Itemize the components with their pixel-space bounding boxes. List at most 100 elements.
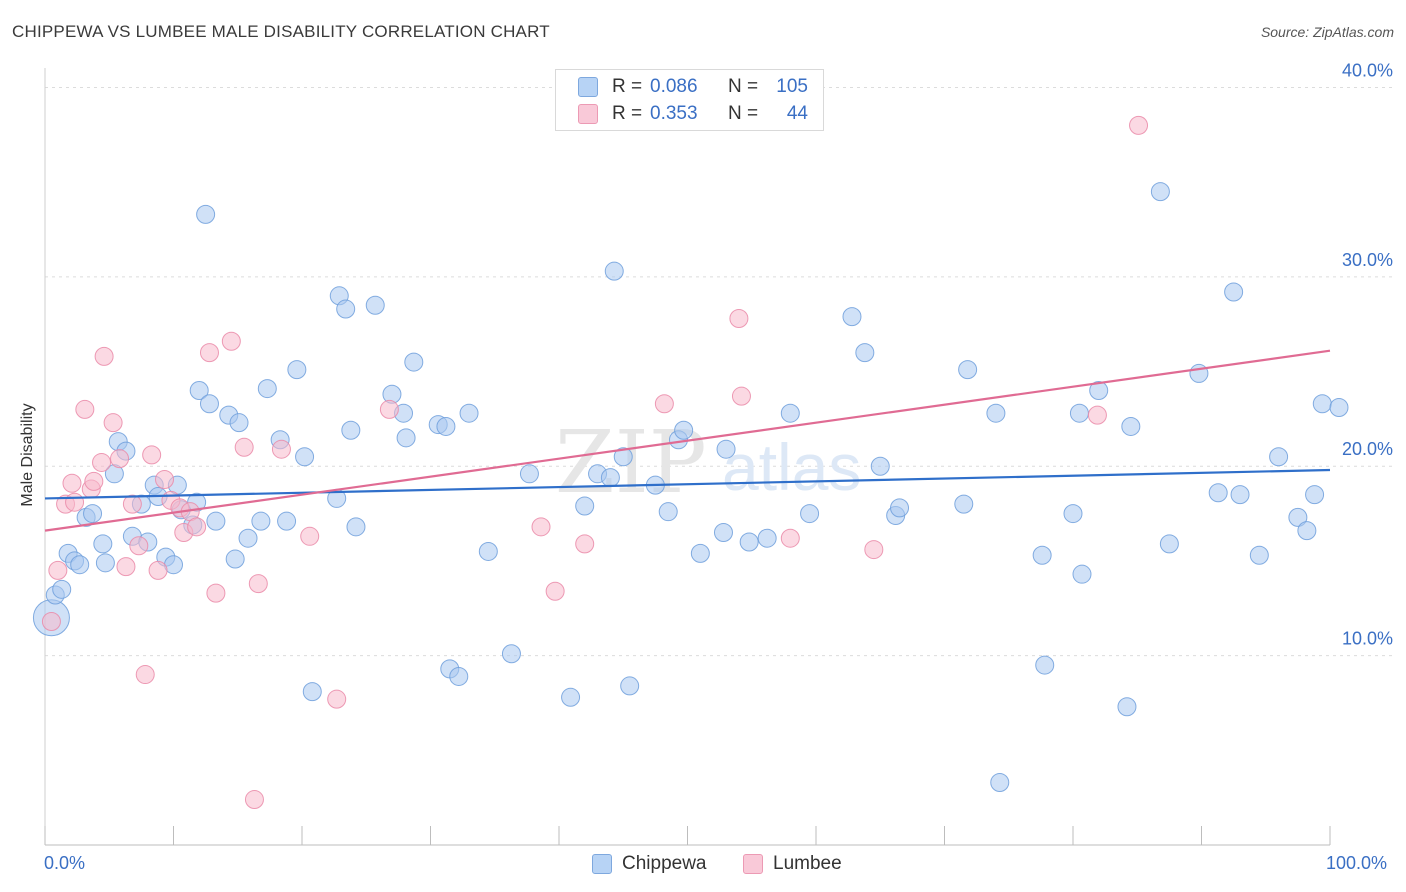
- chippewa-point: [341, 420, 361, 440]
- lumbee-point: [122, 494, 142, 514]
- chippewa-point: [1032, 545, 1052, 565]
- lumbee-point: [271, 439, 291, 459]
- lumbee-trend-line: [44, 349, 1331, 532]
- chippewa-point: [396, 428, 416, 448]
- chippewa-point: [95, 553, 115, 573]
- lumbee-point: [129, 536, 149, 556]
- series-legend-swatch-chippewa: [592, 854, 612, 874]
- chippewa-point: [713, 523, 733, 543]
- chippewa-point: [302, 682, 322, 702]
- y-tick-label: 30.0%: [1342, 250, 1393, 270]
- lumbee-point: [41, 612, 61, 632]
- chippewa-point: [449, 666, 469, 686]
- chippewa-point: [604, 261, 624, 281]
- chippewa-point: [93, 534, 113, 554]
- watermark: ZIP atlas: [555, 413, 861, 513]
- chippewa-point: [739, 532, 759, 552]
- lumbee-point: [206, 583, 226, 603]
- chippewa-point: [890, 498, 910, 518]
- lumbee-point: [248, 574, 268, 594]
- lumbee-point: [864, 540, 884, 560]
- grid-layer: [45, 86, 1392, 657]
- chippewa-point: [52, 579, 72, 599]
- lumbee-point: [327, 689, 347, 709]
- trend-layer: [44, 349, 1331, 532]
- chippewa-point: [690, 543, 710, 563]
- chippewa-point: [620, 676, 640, 696]
- chippewa-point: [519, 464, 539, 484]
- chippewa-point: [1224, 282, 1244, 302]
- lumbee-point: [1087, 405, 1107, 425]
- chippewa-point: [800, 504, 820, 524]
- chippewa-point: [1249, 545, 1269, 565]
- chippewa-point: [1072, 564, 1092, 584]
- legend-r-value: 0.353: [650, 103, 698, 124]
- chippewa-point: [501, 644, 521, 664]
- lumbee-point: [92, 452, 112, 472]
- chippewa-point: [1208, 483, 1228, 503]
- chippewa-point: [658, 502, 678, 522]
- legend-row-chippewa: R = 0.086 N = 105: [578, 75, 808, 99]
- chippewa-point: [1069, 403, 1089, 423]
- y-tick-label: 10.0%: [1342, 629, 1393, 649]
- chippewa-point: [600, 468, 620, 488]
- chippewa-point: [199, 394, 219, 414]
- chippewa-point: [716, 439, 736, 459]
- chippewa-point: [780, 403, 800, 423]
- chippewa-point: [1269, 447, 1289, 467]
- chippewa-point: [277, 511, 297, 531]
- lumbee-point: [654, 394, 674, 414]
- legend-swatch-lumbee: [578, 104, 598, 124]
- chippewa-trend-line: [44, 468, 1331, 500]
- chart-title: CHIPPEWA VS LUMBEE MALE DISABILITY CORRE…: [12, 22, 550, 41]
- watermark-atlas: atlas: [722, 430, 861, 504]
- lumbee-point: [48, 560, 68, 580]
- lumbee-point: [729, 309, 749, 329]
- correlation-legend: R = 0.086 N = 105 R = 0.353 N = 44: [555, 69, 824, 131]
- chippewa-point: [1121, 416, 1141, 436]
- chippewa-point: [1230, 485, 1250, 505]
- legend-n-value: 44: [786, 103, 808, 124]
- lumbee-point: [135, 665, 155, 685]
- series-legend-label-lumbee: Lumbee: [773, 853, 842, 874]
- legend-n-label: N =: [728, 76, 759, 97]
- chippewa-point: [336, 299, 356, 319]
- chippewa-point: [404, 352, 424, 372]
- legend-n-value: 105: [776, 76, 808, 97]
- lumbee-point: [84, 471, 104, 491]
- chippewa-point: [1063, 504, 1083, 524]
- lumbee-point: [155, 469, 175, 489]
- chippewa-point: [1329, 398, 1349, 418]
- chippewa-point: [1089, 380, 1109, 400]
- chippewa-point: [990, 773, 1010, 793]
- y-tick-label: 20.0%: [1342, 439, 1393, 459]
- chippewa-point: [986, 403, 1006, 423]
- chippewa-point: [295, 447, 315, 467]
- chippewa-point: [1288, 507, 1308, 527]
- chippewa-point: [346, 517, 366, 537]
- chippewa-point: [870, 456, 890, 476]
- legend-n-label: N =: [728, 103, 759, 124]
- chippewa-point: [1035, 655, 1055, 675]
- chippewa-point: [613, 447, 633, 467]
- lumbee-point: [187, 517, 207, 537]
- chippewa-point: [83, 504, 103, 524]
- legend-r-label: R =: [612, 103, 643, 124]
- chippewa-point: [1312, 394, 1332, 414]
- lumbee-point: [75, 399, 95, 419]
- chippewa-point: [478, 541, 498, 561]
- chippewa-point: [1150, 182, 1170, 202]
- chippewa-point: [958, 360, 978, 380]
- lumbee-point: [1129, 115, 1149, 135]
- lumbee-point: [244, 790, 264, 810]
- lumbee-point: [780, 528, 800, 548]
- chippewa-point: [855, 343, 875, 363]
- lumbee-point: [148, 560, 168, 580]
- lumbee-point: [110, 449, 130, 469]
- legend-r-value: 0.086: [650, 76, 698, 97]
- chippewa-point: [229, 413, 249, 433]
- legend-swatch-chippewa: [578, 77, 598, 97]
- lumbee-point: [221, 331, 241, 351]
- x-tick-label-min: 0.0%: [44, 853, 86, 873]
